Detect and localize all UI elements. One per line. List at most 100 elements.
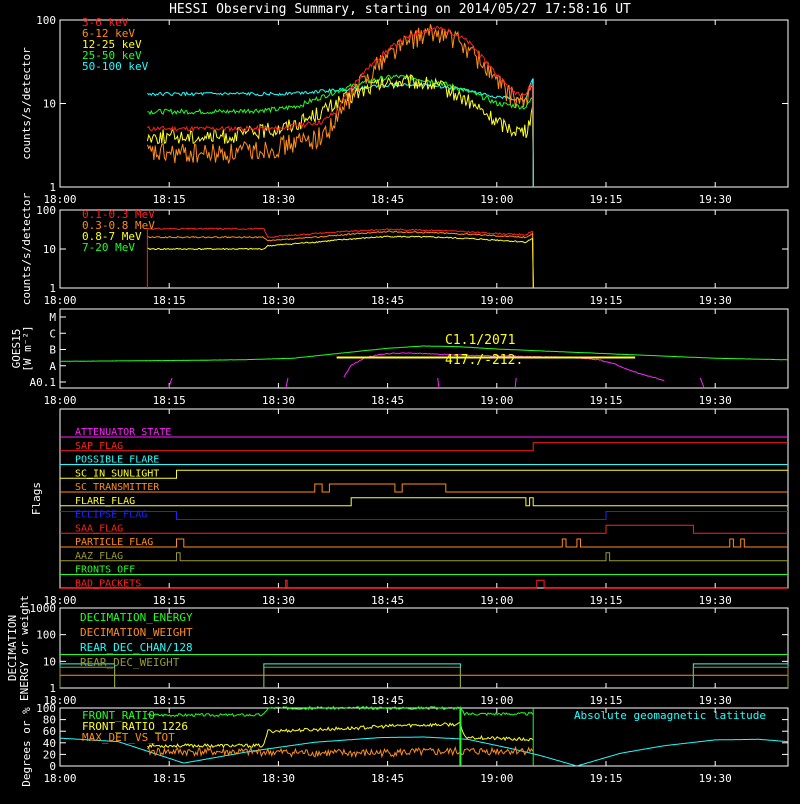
flag-label: BAD_PACKETS xyxy=(75,578,141,589)
panel2-xtick-label: 19:30 xyxy=(699,294,732,307)
flag-line-eclipse_flag xyxy=(60,511,788,520)
decimation-legend-entry: DECIMATION_WEIGHT xyxy=(80,626,193,639)
flag-line-bad_packets xyxy=(60,579,788,589)
decimation-ytick-label: 100 xyxy=(36,629,56,642)
goes-annotation-position: 417./-212. xyxy=(445,353,523,368)
panel1-xtick-label: 18:15 xyxy=(153,193,186,206)
panel2-ytick-label: 1 xyxy=(49,282,56,295)
flags-panel: 18:00 18:15 18:30 18:45 19:00 19:15 19:30 Flags… xyxy=(30,408,789,607)
panel1-ytick-label: 100 xyxy=(36,14,56,27)
flags-xtick-label: 18:15 xyxy=(153,594,186,607)
decimation-ytick-label: 10 xyxy=(43,655,56,668)
flag-line-aaz_flag xyxy=(60,552,788,562)
goes-series-long xyxy=(59,345,789,362)
decimation-ytick-label: 1 xyxy=(49,682,56,695)
goes-xtick-label: 19:15 xyxy=(589,394,622,407)
flag-label: FLARE_FLAG xyxy=(75,496,135,507)
ratios-xtick-label: 18:15 xyxy=(153,772,186,785)
panel1-series-orange xyxy=(146,24,534,188)
ratios-ytick-label: 80 xyxy=(43,714,56,727)
goes-spike xyxy=(168,377,173,389)
flag-label: PARTICLE_FLAG xyxy=(75,537,153,548)
decimation-series-olive xyxy=(59,666,116,688)
flags-xtick-label: 19:15 xyxy=(589,594,622,607)
panel1-legend-entry: 50-100 keV xyxy=(82,60,149,73)
panel1-ylabel: counts/s/detector xyxy=(20,47,33,160)
goes-annotation-class: C1.1/2071 xyxy=(445,333,515,348)
decimation-series-olive xyxy=(263,666,461,688)
goes-ytick-label: A0.1 xyxy=(30,376,57,389)
ratios-ytick-label: 100 xyxy=(36,702,56,715)
panel1-xtick-label: 19:00 xyxy=(480,193,513,206)
panel2-ytick-label: 100 xyxy=(36,204,56,217)
flags-xtick-label: 18:45 xyxy=(371,594,404,607)
decimation-xtick-label: 18:15 xyxy=(153,694,186,707)
flag-label: AAZ_FLAG xyxy=(75,551,123,562)
goes-xtick-label: 18:30 xyxy=(262,394,295,407)
panel2-ytick-label: 10 xyxy=(43,243,56,256)
panel2-panel: 18:00 18:15 18:30 18:45 19:00 19:15 19:30 1 10 10… xyxy=(20,192,789,307)
plot-panels: 18:00 18:15 18:30 18:45 19:00 19:15 19:3011010… xyxy=(6,14,789,787)
flag-line-saa_flag xyxy=(60,524,788,534)
flag-label: ATTENUATOR_STATE xyxy=(75,427,171,438)
flags-xtick-label: 18:30 xyxy=(262,594,295,607)
ratios-series-front1226 xyxy=(147,721,534,749)
ratios-ytick-label: 20 xyxy=(43,748,56,761)
goes-spike xyxy=(699,377,705,389)
panel1-xtick-label: 18:30 xyxy=(262,193,295,206)
panel1-legend-entry: 12-25 keV xyxy=(82,38,142,51)
goes-ylabel-units: [W m⁻²] xyxy=(21,325,34,371)
decimation-xtick-label: 18:00 xyxy=(43,694,76,707)
flag-line-sap_flag xyxy=(60,442,788,452)
panel2-legend-entry: 0.3-0.8 MeV xyxy=(82,219,155,232)
decimation-xtick-label: 19:00 xyxy=(480,694,513,707)
flag-label: FRONTS_OFF xyxy=(75,565,135,576)
decimation-legend-entry: REAR_DEC_CHAN/128 xyxy=(80,641,193,654)
flag-label: SAA_FLAG xyxy=(75,523,123,534)
panel1-legend-entry: 3-6 keV xyxy=(82,16,129,29)
goes-xtick-label: 18:00 xyxy=(43,394,76,407)
goes-spike xyxy=(285,377,289,389)
panel1-xtick-label: 18:00 xyxy=(43,193,76,206)
panel2-legend-entry: 0.1-0.3 MeV xyxy=(82,208,155,221)
ratios-legend-entry: MAX_DET_VS_TOT xyxy=(82,731,175,744)
panel1-ytick-label: 10 xyxy=(43,98,56,111)
goes-ytick-label: C xyxy=(49,327,56,340)
goes-ytick-label: B xyxy=(49,344,56,357)
ratios-series-maxdet xyxy=(147,745,534,759)
ratios-series-latitude xyxy=(60,736,788,767)
panel1-series-green xyxy=(147,74,534,188)
flag-line-flare_flag xyxy=(60,497,788,507)
decimation-legend-entry: REAR_DEC_WEIGHT xyxy=(80,656,180,669)
ratios-ytick-label: 40 xyxy=(43,737,56,750)
ratios-ytick-label: 0 xyxy=(49,760,56,773)
ratios-ylabel: Degrees or % xyxy=(20,707,33,787)
flag-label: ECLIPSE_FLAG xyxy=(75,510,147,521)
ratios-legend-entry: FRONT_RATIO xyxy=(82,709,155,722)
panel1-ytick-label: 1 xyxy=(49,181,56,194)
decimation-ylabel-1: DECIMATION xyxy=(6,615,19,681)
panel1-xtick-label: 19:30 xyxy=(699,193,732,206)
goes-xtick-label: 19:30 xyxy=(699,394,732,407)
goes-series-short xyxy=(343,352,665,381)
decimation-ytick-label: 1000 xyxy=(30,602,57,615)
panel1-panel: 18:00 18:15 18:30 18:45 19:00 19:15 19:30 1 10 10… xyxy=(20,14,789,206)
goes-ylabel: GOES15 xyxy=(10,329,23,369)
flag-label: SC_TRANSMITTER xyxy=(75,482,160,493)
goes-ytick-label: A xyxy=(49,360,56,373)
panel1-series-yellow xyxy=(146,73,534,188)
ratios-xtick-label: 19:30 xyxy=(699,772,732,785)
ratios-xtick-label: 18:00 xyxy=(43,772,76,785)
flag-line-sc_in_sunlight xyxy=(60,469,788,479)
panel2-ylabel: counts/s/detector xyxy=(20,192,33,305)
panel2-legend-entry: 7-20 MeV xyxy=(82,241,135,254)
flag-line-particle_flag xyxy=(60,538,788,548)
goes-panel: 18:00 18:15 18:30 18:45 19:00 19:15 19:30 A0.1 A… xyxy=(10,308,789,407)
panel2-series-yellow xyxy=(147,235,534,289)
panel1-xtick-label: 18:45 xyxy=(371,193,404,206)
panel1-legend-entry: 6-12 keV xyxy=(82,27,135,40)
flags-ylabel: Flags xyxy=(30,482,43,515)
panel1-series-red xyxy=(147,25,534,188)
